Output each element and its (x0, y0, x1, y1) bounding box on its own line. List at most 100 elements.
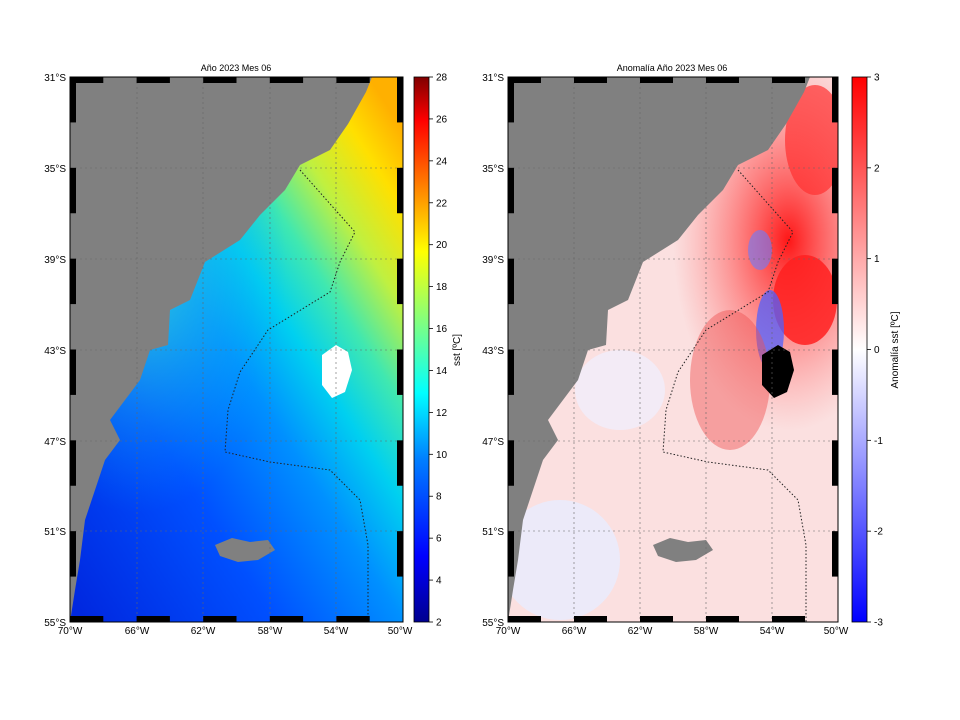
frame-bar-right (397, 440, 403, 486)
sst-colorbar-label: sst [ºC] (452, 334, 463, 366)
lon-label: 50°W (388, 626, 413, 637)
colorbar-tick-label: 18 (436, 282, 448, 293)
sst-eez-line (224, 169, 369, 622)
colorbar-tick-label: -3 (874, 618, 883, 629)
lat-label: 51°S (482, 527, 504, 538)
anomaly-cool-sw (508, 500, 620, 620)
colorbar-tick-label: -1 (874, 436, 883, 447)
colorbar-tick-label: 1 (874, 254, 880, 265)
colorbar-tick-label: 2 (436, 618, 442, 629)
frame-bar-top (574, 77, 607, 83)
lon-label: 54°W (760, 626, 785, 637)
frame-bar-bottom (203, 616, 237, 622)
anomaly-frame-bars (508, 77, 838, 622)
lat-label: 39°S (482, 255, 504, 266)
frame-bar-bottom (706, 616, 739, 622)
lon-label: 66°W (562, 626, 587, 637)
colorbar-tick-label: 12 (436, 408, 448, 419)
anomaly-lon-labels: 70°W 66°W 62°W 58°W 54°W 50°W (496, 626, 849, 637)
colorbar-tick-label: 20 (436, 240, 448, 251)
frame-bar-left (508, 77, 514, 123)
sst-map (70, 77, 403, 622)
frame-bar-right (832, 531, 838, 577)
colorbar-tick-label: 3 (874, 73, 880, 84)
frame-bar-left (70, 167, 76, 214)
anomaly-masked-patch (762, 345, 794, 398)
lat-label: 47°S (482, 437, 504, 448)
lon-label: 62°W (191, 626, 216, 637)
frame-bar-right (397, 77, 403, 123)
frame-bar-left (508, 440, 514, 486)
frame-bar-top (70, 77, 104, 83)
frame-bar-bottom (508, 616, 541, 622)
colorbar-tick-label: 14 (436, 366, 448, 377)
anomaly-warm-core (773, 255, 837, 345)
frame-bar-right (397, 349, 403, 395)
frame-bar-left (508, 349, 514, 395)
frame-bar-right (832, 258, 838, 305)
anomaly-map (508, 77, 838, 622)
anomaly-panel: Anomalía Año 2023 Mes 06 (482, 63, 901, 637)
anomaly-colorbar (851, 76, 868, 623)
sst-panel-title: Año 2023 Mes 06 (201, 63, 272, 73)
frame-bar-top (772, 77, 805, 83)
lon-label: 58°W (694, 626, 719, 637)
lat-label: 47°S (44, 437, 66, 448)
frame-bar-top (508, 77, 541, 83)
sst-frame-bars (70, 77, 403, 622)
lat-label: 51°S (44, 527, 66, 538)
sst-lat-labels: 31°S 35°S 39°S 43°S 47°S 51°S 55°S (44, 73, 66, 629)
colorbar-tick-label: 22 (436, 198, 448, 209)
lat-label: 43°S (482, 346, 504, 357)
frame-bar-left (70, 349, 76, 395)
lon-label: 62°W (628, 626, 653, 637)
lon-label: 50°W (824, 626, 849, 637)
lat-label: 43°S (44, 346, 66, 357)
frame-bar-left (508, 167, 514, 214)
frame-bar-right (832, 77, 838, 123)
anomaly-warm-ne (785, 85, 838, 195)
frame-bar-bottom (70, 616, 104, 622)
colorbar-tick-label: 28 (436, 73, 448, 84)
colorbar-tick-label: 0 (874, 345, 880, 356)
colorbar-tick-label: 10 (436, 450, 448, 461)
frame-bar-right (397, 167, 403, 214)
frame-bar-top (640, 77, 673, 83)
lat-label: 31°S (44, 73, 66, 84)
sst-lon-labels: 70°W 66°W 62°W 58°W 54°W 50°W (58, 626, 413, 637)
colorbar-tick-label: 16 (436, 324, 448, 335)
frame-bar-top (706, 77, 739, 83)
lat-label: 31°S (482, 73, 504, 84)
frame-bar-right (397, 258, 403, 305)
lat-label: 39°S (44, 255, 66, 266)
frame-bar-bottom (574, 616, 607, 622)
lat-label: 55°S (44, 618, 66, 629)
frame-bar-top (136, 77, 170, 83)
colorbar-tick-label: 2 (874, 163, 880, 174)
lat-label: 35°S (44, 164, 66, 175)
sst-colorbar (413, 76, 430, 623)
anomaly-panel-title: Anomalía Año 2023 Mes 06 (617, 63, 728, 73)
sst-cloud-patch (322, 345, 352, 398)
colorbar-tick-label: 6 (436, 534, 442, 545)
frame-bar-bottom (336, 616, 370, 622)
lon-label: 58°W (258, 626, 283, 637)
frame-bar-right (832, 440, 838, 486)
lat-label: 55°S (482, 618, 504, 629)
lat-label: 35°S (482, 164, 504, 175)
frame-bar-bottom (772, 616, 805, 622)
colorbar-tick-label: 26 (436, 114, 448, 125)
frame-bar-left (70, 77, 76, 123)
frame-bar-top (336, 77, 370, 83)
lon-label: 66°W (125, 626, 150, 637)
frame-bar-left (508, 258, 514, 305)
anomaly-colorbar-ticks: -3 -2 -1 0 1 2 3 (867, 73, 883, 629)
frame-bar-bottom (136, 616, 170, 622)
anomaly-malvinas (653, 538, 713, 562)
colorbar-tick-label: 8 (436, 492, 442, 503)
frame-bar-bottom (640, 616, 673, 622)
colorbar-tick-label: 4 (436, 576, 442, 587)
frame-bar-left (70, 440, 76, 486)
colorbar-tick-label: 24 (436, 156, 448, 167)
